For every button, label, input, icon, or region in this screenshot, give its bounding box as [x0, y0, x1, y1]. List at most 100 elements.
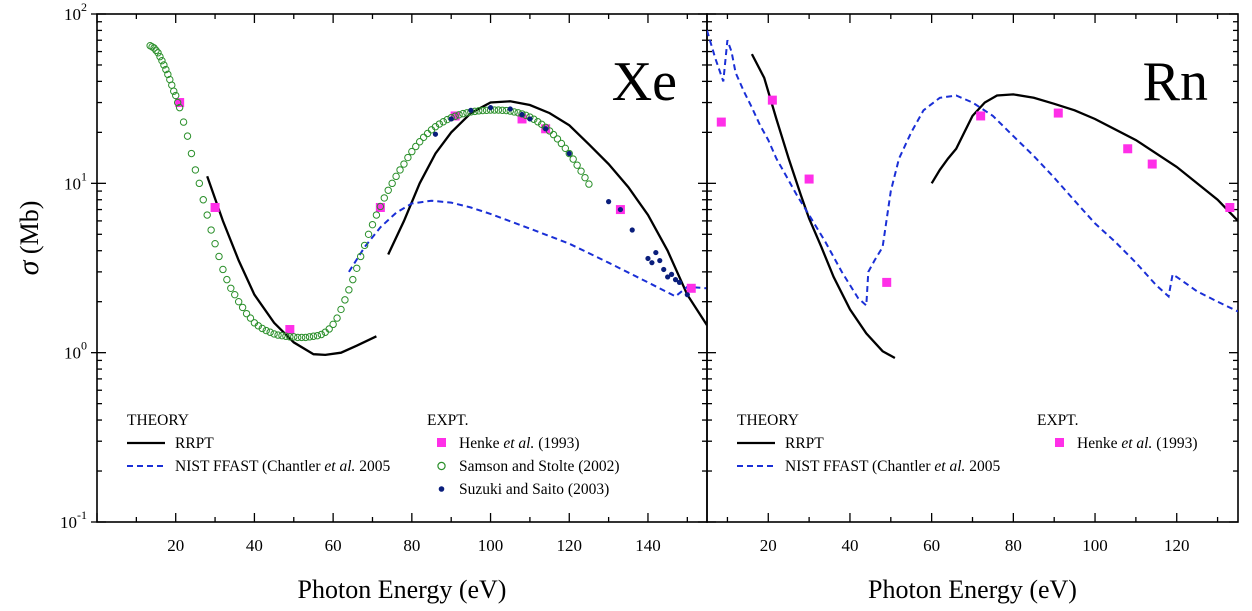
- y-tick-label: 10-1: [60, 508, 87, 532]
- xe-legend-henke-label: Henke et al. (1993): [459, 435, 580, 452]
- xe-suzuki-point: [566, 150, 572, 157]
- xe-samson-point: [301, 333, 310, 342]
- rn-x-axis-label: Photon Energy (eV): [868, 575, 1077, 604]
- rn-line-series: [750, 53, 896, 360]
- rn-x-tick-label: 80: [1005, 536, 1022, 555]
- xe-samson-point: [581, 173, 589, 182]
- y-tick-label: 100: [64, 339, 87, 363]
- xe-suzuki-point: [629, 227, 635, 233]
- rn-x-tick-label: 60: [923, 536, 940, 555]
- xe-x-tick-label: 20: [167, 536, 184, 555]
- xe-samson-point: [569, 155, 577, 163]
- xe-x-tick-label: 60: [325, 536, 342, 555]
- xe-suzuki-point: [432, 131, 439, 137]
- xe-samson-point: [183, 132, 192, 140]
- rn-series-layer: [707, 30, 1238, 360]
- rn-legend-theory-heading: THEORY: [737, 412, 799, 429]
- xe-samson-point: [150, 44, 158, 52]
- xe-legend-henke-swatch: [437, 438, 446, 447]
- xe-suzuki-point: [507, 106, 513, 112]
- xe-samson-point: [254, 322, 263, 330]
- xe-legend-samson-label: Samson and Stolte (2002): [459, 458, 620, 475]
- xe-samson-point: [510, 108, 518, 116]
- xe-samson-point: [160, 61, 168, 69]
- y-tick-label: 101: [64, 169, 87, 193]
- xe-samson-point: [388, 179, 396, 188]
- y-axis-label: σ (Mb): [12, 201, 45, 276]
- xe-samson-point: [534, 118, 542, 126]
- xe-samson-point: [223, 275, 231, 284]
- xe-samson-point: [573, 161, 581, 169]
- xe-samson-point: [164, 70, 172, 79]
- xe-samson-point: [353, 264, 361, 272]
- xe-henke-point: [375, 202, 385, 212]
- xe-suzuki-point: [617, 206, 624, 213]
- xe-samson-point: [364, 230, 373, 239]
- xe-samson-point: [451, 112, 459, 120]
- rn-line-series: [930, 93, 1238, 222]
- xe-samson-point: [187, 149, 196, 158]
- xe-samson-point: [439, 118, 448, 126]
- xe-samson-point: [305, 333, 314, 341]
- rn-henke-point: [767, 95, 777, 105]
- xe-legend-rrpt-label: RRPT: [175, 435, 214, 452]
- xe-samson-point: [234, 297, 243, 306]
- xe-suzuki-point: [649, 260, 655, 266]
- xe-samson-point: [498, 106, 507, 114]
- xe-henke-point: [285, 325, 295, 335]
- rn-legend-expt-heading: EXPT.: [1037, 412, 1078, 429]
- xe-samson-point: [345, 286, 353, 294]
- rn-henke-point: [1053, 108, 1063, 118]
- rn-x-tick-label: 20: [760, 536, 777, 555]
- xe-samson-point: [278, 331, 286, 340]
- xe-x-tick-label: 120: [557, 536, 583, 555]
- xe-samson-point: [396, 166, 404, 174]
- xe-samson-point: [195, 179, 204, 188]
- xe-samson-point: [412, 142, 420, 151]
- xe-samson-point: [211, 240, 219, 248]
- xe-suzuki-point: [487, 105, 494, 111]
- rn-henke-point: [804, 174, 814, 184]
- xe-samson-point: [270, 330, 278, 338]
- xe-suzuki-point: [661, 266, 667, 273]
- xe-samson-point: [156, 52, 164, 61]
- rn-henke-point: [1123, 144, 1133, 154]
- xe-samson-point: [246, 314, 255, 322]
- xe-samson-point: [179, 118, 188, 126]
- xe-samson-point: [565, 149, 573, 158]
- xe-x-tick-label: 40: [246, 536, 263, 555]
- rn-x-tick-label: 100: [1082, 536, 1108, 555]
- xe-henke-point: [517, 114, 527, 124]
- rn-element-label: Rn: [1143, 51, 1208, 113]
- xe-samson-point: [238, 303, 247, 312]
- y-tick-label: 102: [64, 0, 87, 24]
- xe-legend-nist-label: NIST FFAST (Chantler et al. 2005: [175, 458, 391, 475]
- xe-legend-suzuki-swatch: [438, 486, 445, 492]
- rn-x-tick-label: 40: [841, 536, 858, 555]
- xe-samson-point: [459, 109, 467, 118]
- xe-samson-point: [360, 241, 369, 250]
- xe-samson-point: [170, 87, 178, 95]
- xe-samson-point: [372, 211, 381, 219]
- xe-samson-point: [455, 111, 463, 119]
- xe-suzuki-point: [645, 255, 651, 262]
- xe-samson-point: [317, 330, 326, 339]
- xe-samson-point: [274, 331, 282, 339]
- xe-samson-point: [549, 130, 558, 139]
- xe-samson-point: [258, 324, 266, 333]
- rn-legend-henke-swatch: [1055, 438, 1064, 447]
- xe-samson-point: [404, 153, 412, 162]
- xe-samson-point: [349, 275, 357, 284]
- xe-samson-point: [313, 331, 322, 340]
- xe-samson-point: [203, 211, 211, 219]
- xe-dash-series: [348, 199, 707, 298]
- xe-suzuki-point: [684, 292, 690, 298]
- xe-samson-point: [419, 133, 428, 142]
- xe-x-tick-label: 100: [478, 536, 504, 555]
- xe-samson-point: [518, 110, 526, 118]
- xe-legend-expt-heading: EXPT.: [427, 412, 468, 429]
- xe-samson-point: [561, 144, 570, 153]
- rn-legend-henke-label: Henke et al. (1993): [1077, 435, 1198, 452]
- xe-samson-point: [219, 265, 227, 274]
